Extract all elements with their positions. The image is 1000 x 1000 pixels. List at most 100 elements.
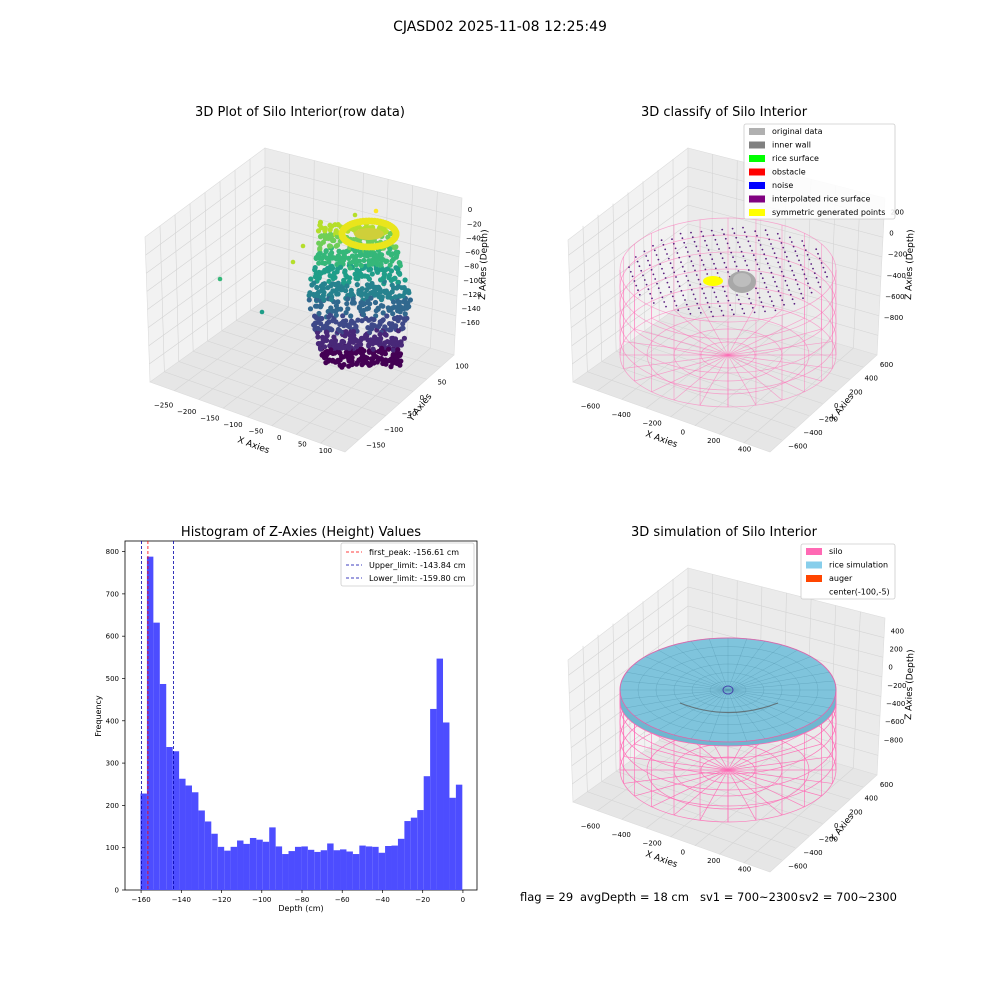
histogram-bar: [224, 850, 231, 890]
panel1-ztick: −160: [461, 319, 480, 327]
panel1-ztick: 0: [468, 206, 472, 214]
panel1-ytick: −150: [366, 442, 385, 450]
panel2-legend-label: rice surface: [772, 154, 819, 163]
panel4-ytick: −400: [803, 849, 822, 857]
histogram-bar: [372, 846, 379, 890]
panel2-ytick: −200: [819, 415, 838, 423]
histogram-bar: [198, 810, 205, 890]
histogram-bar: [320, 850, 328, 890]
panel2-ztick: 200: [891, 208, 904, 216]
panel1-ztick: −100: [463, 277, 482, 285]
panel4-legend-label: center(-100,-5): [829, 588, 890, 597]
panel4-xtick: 200: [707, 857, 720, 865]
histogram-bar: [185, 785, 192, 890]
histogram-bar: [327, 843, 334, 890]
panel2-title: 3D classify of Silo Interior: [641, 105, 808, 120]
panel-classify-3d: 3D classify of Silo Interior −600 −400 −20…: [567, 105, 916, 454]
histogram-bar: [423, 776, 431, 890]
panel1-zlabel: Z Axies (Depth): [478, 229, 490, 300]
figure-suptitle: CJASD02 2025-11-08 12:25:49: [393, 19, 607, 35]
panel4-ztick: 0: [888, 664, 892, 672]
panel4-ztick: −800: [884, 736, 903, 744]
panel4-rice-surface: [619, 637, 837, 747]
panel1-ztick: −60: [465, 249, 480, 257]
histogram-bar: [443, 722, 450, 890]
panel4-xtick: 0: [681, 848, 685, 856]
histogram-bar: [314, 851, 321, 890]
panel1-xtick: 0: [277, 434, 281, 442]
panel4-legend-label: rice simulation: [829, 561, 888, 570]
status-avg-depth: avgDepth = 18 cm: [580, 890, 689, 904]
panel2-ytick: 600: [880, 361, 893, 369]
panel3-legend-box: [340, 542, 475, 587]
panel1-xtick: 100: [319, 447, 332, 455]
x-tick-label: −100: [252, 896, 271, 904]
histogram-bar: [191, 792, 199, 890]
histogram-bar: [159, 683, 167, 890]
histogram-bar: [269, 827, 276, 890]
panel4-ylabel: Y Axies: [828, 812, 857, 845]
y-tick-label: 400: [106, 717, 119, 725]
panel2-legend: original data inner wall rice surface obsta…: [743, 123, 896, 220]
panel4-xtick: −600: [581, 822, 600, 830]
panel2-ytick: 400: [865, 375, 878, 383]
panel4-xtick: −400: [612, 831, 631, 839]
panel1-ztick: −40: [466, 234, 481, 242]
panel3-x-ticks: −160 −140 −120 −100 −80 −60 −40 −20 0: [131, 890, 465, 904]
panel3-title: Histogram of Z-Axies (Height) Values: [181, 525, 421, 540]
x-tick-label: −120: [212, 896, 231, 904]
histogram-bar: [385, 846, 392, 890]
histogram-bar: [455, 784, 463, 890]
panel4-ztick: 400: [891, 627, 904, 635]
y-tick-label: 700: [106, 590, 119, 598]
histogram-bar: [307, 849, 315, 890]
histogram-bar: [301, 846, 308, 890]
legend-label: Upper_limit: -143.84 cm: [369, 561, 466, 570]
status-line: flag = 29 avgDepth = 18 cm sv1 = 700~230…: [520, 890, 897, 904]
panel2-legend-label: symmetric generated points: [772, 208, 885, 217]
panel2-xtick: 400: [738, 446, 751, 454]
panel3-bars: [140, 556, 463, 890]
panel1-ztick: −140: [462, 305, 481, 313]
histogram-bar: [211, 833, 218, 890]
histogram-bar: [249, 837, 257, 890]
panel2-legend-swatch: [749, 128, 765, 135]
panel3-reference-lines: [141, 541, 174, 890]
panel1-xtick: −250: [154, 401, 173, 409]
panel1-ytick: 50: [437, 378, 446, 386]
panel4-legend-swatch: [806, 548, 822, 555]
status-sv1: sv1 = 700~2300: [700, 890, 798, 904]
histogram-bar: [172, 751, 180, 890]
panel2-xtick: 0: [681, 428, 685, 436]
histogram-bar: [365, 846, 373, 890]
legend-label: Lower_limit: -159.80 cm: [369, 574, 466, 583]
panel2-legend-swatch: [749, 209, 765, 216]
panel4-ytick: −600: [788, 863, 807, 871]
histogram-bar: [378, 852, 386, 890]
panel4-legend-label: auger: [829, 574, 853, 583]
panel1-ytick: 0: [420, 394, 424, 402]
panel2-ztick: −800: [884, 314, 903, 322]
panel4-legend: silo rice simulation auger center(-100,-5): [800, 543, 896, 600]
histogram-bar: [256, 839, 263, 890]
histogram-bar: [340, 849, 347, 890]
status-flag: flag = 29: [520, 890, 573, 904]
panel1-ytick: 100: [455, 363, 468, 371]
histogram-bar: [436, 658, 444, 890]
panel4-ytick: 200: [849, 808, 862, 816]
panel2-silo-wireframe: [619, 217, 837, 408]
y-tick-label: 200: [106, 802, 119, 810]
histogram-bar: [359, 845, 366, 890]
panel2-legend-label: interpolated rice surface: [772, 195, 870, 204]
panel4-legend-label: silo: [829, 547, 843, 556]
histogram-bar: [417, 810, 424, 890]
status-sv2: sv2 = 700~2300: [799, 890, 897, 904]
panel2-legend-swatch: [749, 195, 765, 203]
histogram-bar: [146, 556, 154, 890]
histogram-bar: [217, 846, 225, 890]
panel4-ztick: −400: [886, 700, 905, 708]
panel4-legend-box: [800, 543, 896, 600]
panel1-xtick: −200: [177, 408, 196, 416]
